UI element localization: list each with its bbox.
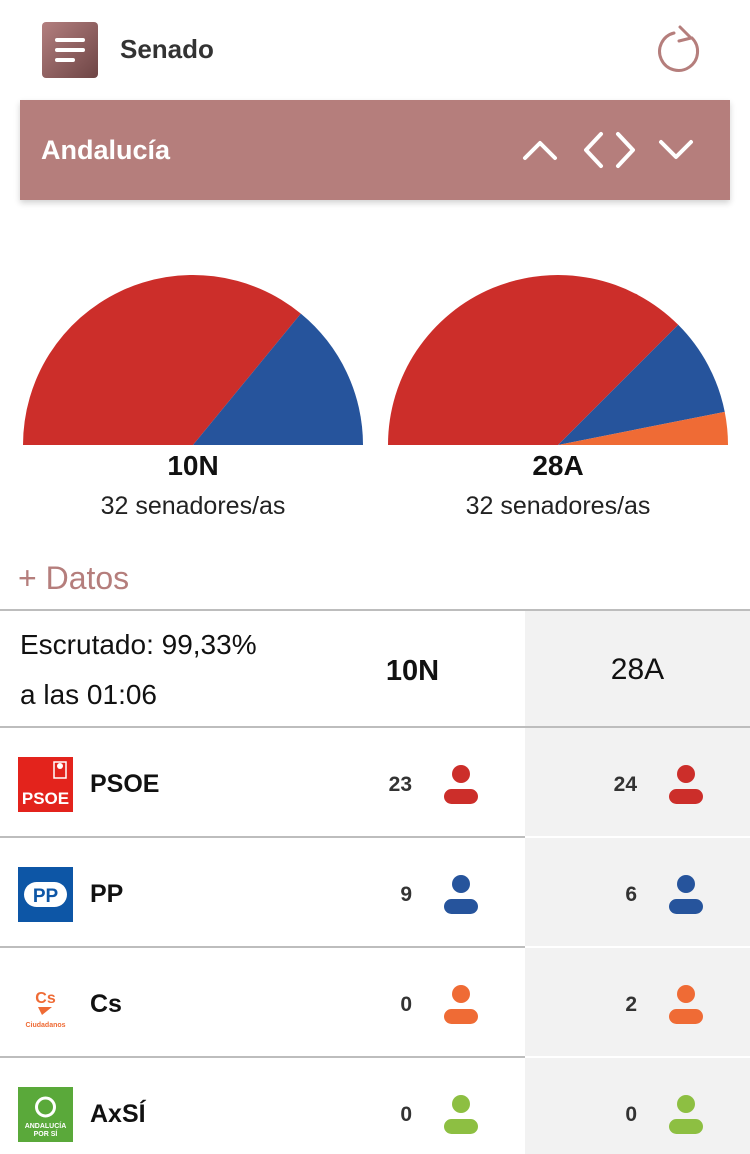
table-row[interactable]: PP PP 9 6: [0, 838, 750, 948]
party-name: PP: [90, 880, 124, 908]
datos-toggle-link[interactable]: + Datos: [18, 560, 130, 596]
slice-pp: [193, 313, 363, 445]
seats-28a: 0: [625, 1103, 637, 1126]
person-icon: [444, 1095, 478, 1134]
slice-pp: [558, 324, 725, 445]
person-icon: [444, 875, 478, 914]
table-row[interactable]: ANDALUCÍA POR SÍ AxSÍ 0 0: [0, 1058, 750, 1154]
person-icon: [669, 765, 703, 804]
person-icon: [444, 765, 478, 804]
person-icon: [669, 985, 703, 1024]
pp-logo: PP: [18, 867, 73, 922]
chart-subtitle-28a: 32 senadores/as: [465, 492, 651, 520]
person-icon: [669, 1095, 703, 1134]
svg-text:Cs: Cs: [35, 990, 56, 1007]
svg-text:Ciudadanos: Ciudadanos: [25, 1022, 65, 1029]
hemicycle-chart-28a: [388, 274, 728, 445]
table-row[interactable]: PSOE PSOE 23 24: [0, 728, 750, 838]
chevron-up-icon[interactable]: [520, 130, 560, 170]
results-table: Escrutado: 99,33% a las 01:06 10N 28A PS…: [0, 609, 750, 1154]
hemicycle-chart-10n: [23, 274, 363, 445]
svg-text:PP: PP: [33, 886, 59, 907]
chevron-right-icon[interactable]: [604, 130, 644, 170]
chart-label-10n: 10N: [167, 450, 219, 481]
app-header: Senado: [20, 0, 730, 100]
table-header: Escrutado: 99,33% a las 01:06 10N 28A: [0, 609, 750, 728]
seats-28a: 2: [625, 993, 637, 1016]
seats-28a: 24: [613, 773, 637, 796]
region-name: Andalucía: [41, 135, 171, 165]
seats-28a: 6: [625, 883, 637, 906]
seats-10n: 0: [400, 993, 412, 1016]
column-header-10n[interactable]: 10N: [385, 655, 440, 687]
hamburger-menu-icon[interactable]: [42, 22, 98, 78]
seats-10n: 0: [400, 1103, 412, 1126]
person-icon: [669, 875, 703, 914]
svg-text:PSOE: PSOE: [22, 789, 69, 808]
seats-10n: 9: [400, 883, 412, 906]
region-selector: Andalucía: [20, 100, 730, 200]
slice-psoe: [23, 274, 301, 445]
svg-text:ANDALUCÍA: ANDALUCÍA: [25, 1121, 67, 1130]
cs-logo: Cs Ciudadanos: [18, 977, 73, 1032]
seats-10n: 23: [388, 773, 412, 796]
column-header-28a[interactable]: 28A: [610, 653, 665, 686]
slice-psoe: [388, 274, 679, 445]
party-name: PSOE: [90, 770, 160, 798]
party-name: AxSÍ: [90, 1100, 146, 1128]
scrutiny-time: a las 01:06: [20, 679, 157, 710]
chevron-down-icon[interactable]: [656, 130, 696, 170]
table-row[interactable]: Cs Ciudadanos Cs 0 2: [0, 948, 750, 1058]
party-name: Cs: [90, 990, 122, 1018]
axsi-logo: ANDALUCÍA POR SÍ: [18, 1087, 73, 1142]
chevron-left-icon[interactable]: [575, 130, 615, 170]
refresh-icon[interactable]: [652, 24, 706, 78]
person-icon: [444, 985, 478, 1024]
page-title: Senado: [120, 34, 214, 64]
chart-label-28a: 28A: [532, 450, 584, 481]
psoe-logo: PSOE: [18, 757, 73, 812]
chart-subtitle-10n: 32 senadores/as: [100, 492, 286, 520]
scrutiny-percentage: Escrutado: 99,33%: [20, 629, 257, 660]
slice-cs: [558, 411, 728, 445]
svg-text:POR SÍ: POR SÍ: [34, 1129, 59, 1138]
